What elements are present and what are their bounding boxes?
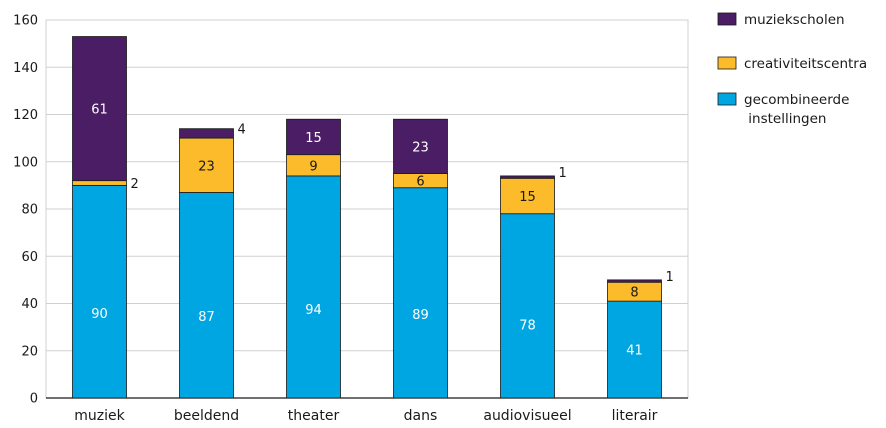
legend-label: creativiteitscentra <box>744 56 867 72</box>
bars <box>72 36 662 399</box>
data-label: 41 <box>626 344 643 359</box>
bar-segment <box>72 184 127 399</box>
y-tick-label: 140 <box>13 61 38 76</box>
x-tick-label: literair <box>612 408 658 424</box>
data-label: 9 <box>309 159 317 174</box>
data-label: 61 <box>91 103 108 118</box>
bar-segment <box>179 137 234 193</box>
y-tick-label: 20 <box>21 344 38 359</box>
legend-label: gecombineerde instellingen <box>744 92 849 127</box>
y-tick-label: 120 <box>13 108 38 123</box>
legend-swatch <box>717 92 737 106</box>
data-label: 90 <box>91 307 108 322</box>
data-label: 94 <box>305 303 322 318</box>
gridlines <box>45 19 689 399</box>
data-label: 87 <box>198 310 215 325</box>
x-tick-label: dans <box>404 408 438 424</box>
bar-segment <box>286 118 341 156</box>
y-tick-label: 160 <box>13 14 38 29</box>
bar-segment <box>72 36 127 182</box>
bar-segment <box>500 213 555 399</box>
bar-segment <box>179 128 234 139</box>
data-label: 23 <box>198 159 215 174</box>
bar-segment <box>286 175 341 399</box>
x-tick-label: audiovisueel <box>483 408 571 424</box>
data-label: 78 <box>519 318 536 333</box>
x-tick-label: theater <box>288 408 340 424</box>
bar-segment <box>500 175 555 179</box>
data-label: 6 <box>416 175 424 190</box>
y-tick-label: 0 <box>30 392 38 407</box>
bar-segment <box>607 279 662 283</box>
legend-label: muziekscholen <box>744 12 845 28</box>
y-tick-label: 40 <box>21 297 38 312</box>
legend: muziekscholen creativiteitscentra gecombin… <box>717 12 867 127</box>
bar-segment <box>607 300 662 399</box>
data-label: 8 <box>630 286 638 301</box>
y-tick-label: 60 <box>21 250 38 265</box>
data-label: 15 <box>519 190 536 205</box>
bar-segment <box>500 177 555 215</box>
data-label: 1 <box>666 270 674 285</box>
data-label: 2 <box>131 177 139 192</box>
bar-segment <box>72 180 127 186</box>
bar-segment <box>393 187 448 399</box>
x-tick-label: muziek <box>74 408 125 424</box>
data-label: 15 <box>305 131 322 146</box>
bar-segment <box>179 192 234 399</box>
legend-swatch <box>717 12 737 26</box>
x-tick-label: beeldend <box>174 408 239 424</box>
data-label: 23 <box>412 140 429 155</box>
legend-swatch <box>717 56 737 70</box>
y-tick-label: 100 <box>13 155 38 170</box>
data-label: 4 <box>238 122 246 137</box>
bar-segment <box>393 118 448 174</box>
axes: 0 20 40 60 80 100 120 140 160 muziek beeldend theat… <box>13 14 688 424</box>
y-tick-label: 80 <box>21 203 38 218</box>
data-label: 1 <box>559 166 567 181</box>
data-label: 89 <box>412 308 429 323</box>
